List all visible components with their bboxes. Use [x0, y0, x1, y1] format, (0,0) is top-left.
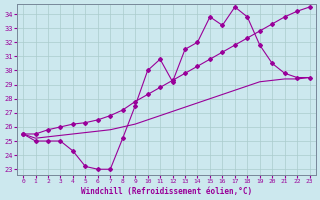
X-axis label: Windchill (Refroidissement éolien,°C): Windchill (Refroidissement éolien,°C): [81, 187, 252, 196]
